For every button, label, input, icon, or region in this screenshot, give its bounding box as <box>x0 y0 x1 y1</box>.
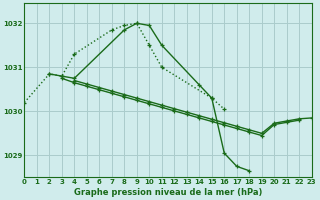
X-axis label: Graphe pression niveau de la mer (hPa): Graphe pression niveau de la mer (hPa) <box>74 188 262 197</box>
